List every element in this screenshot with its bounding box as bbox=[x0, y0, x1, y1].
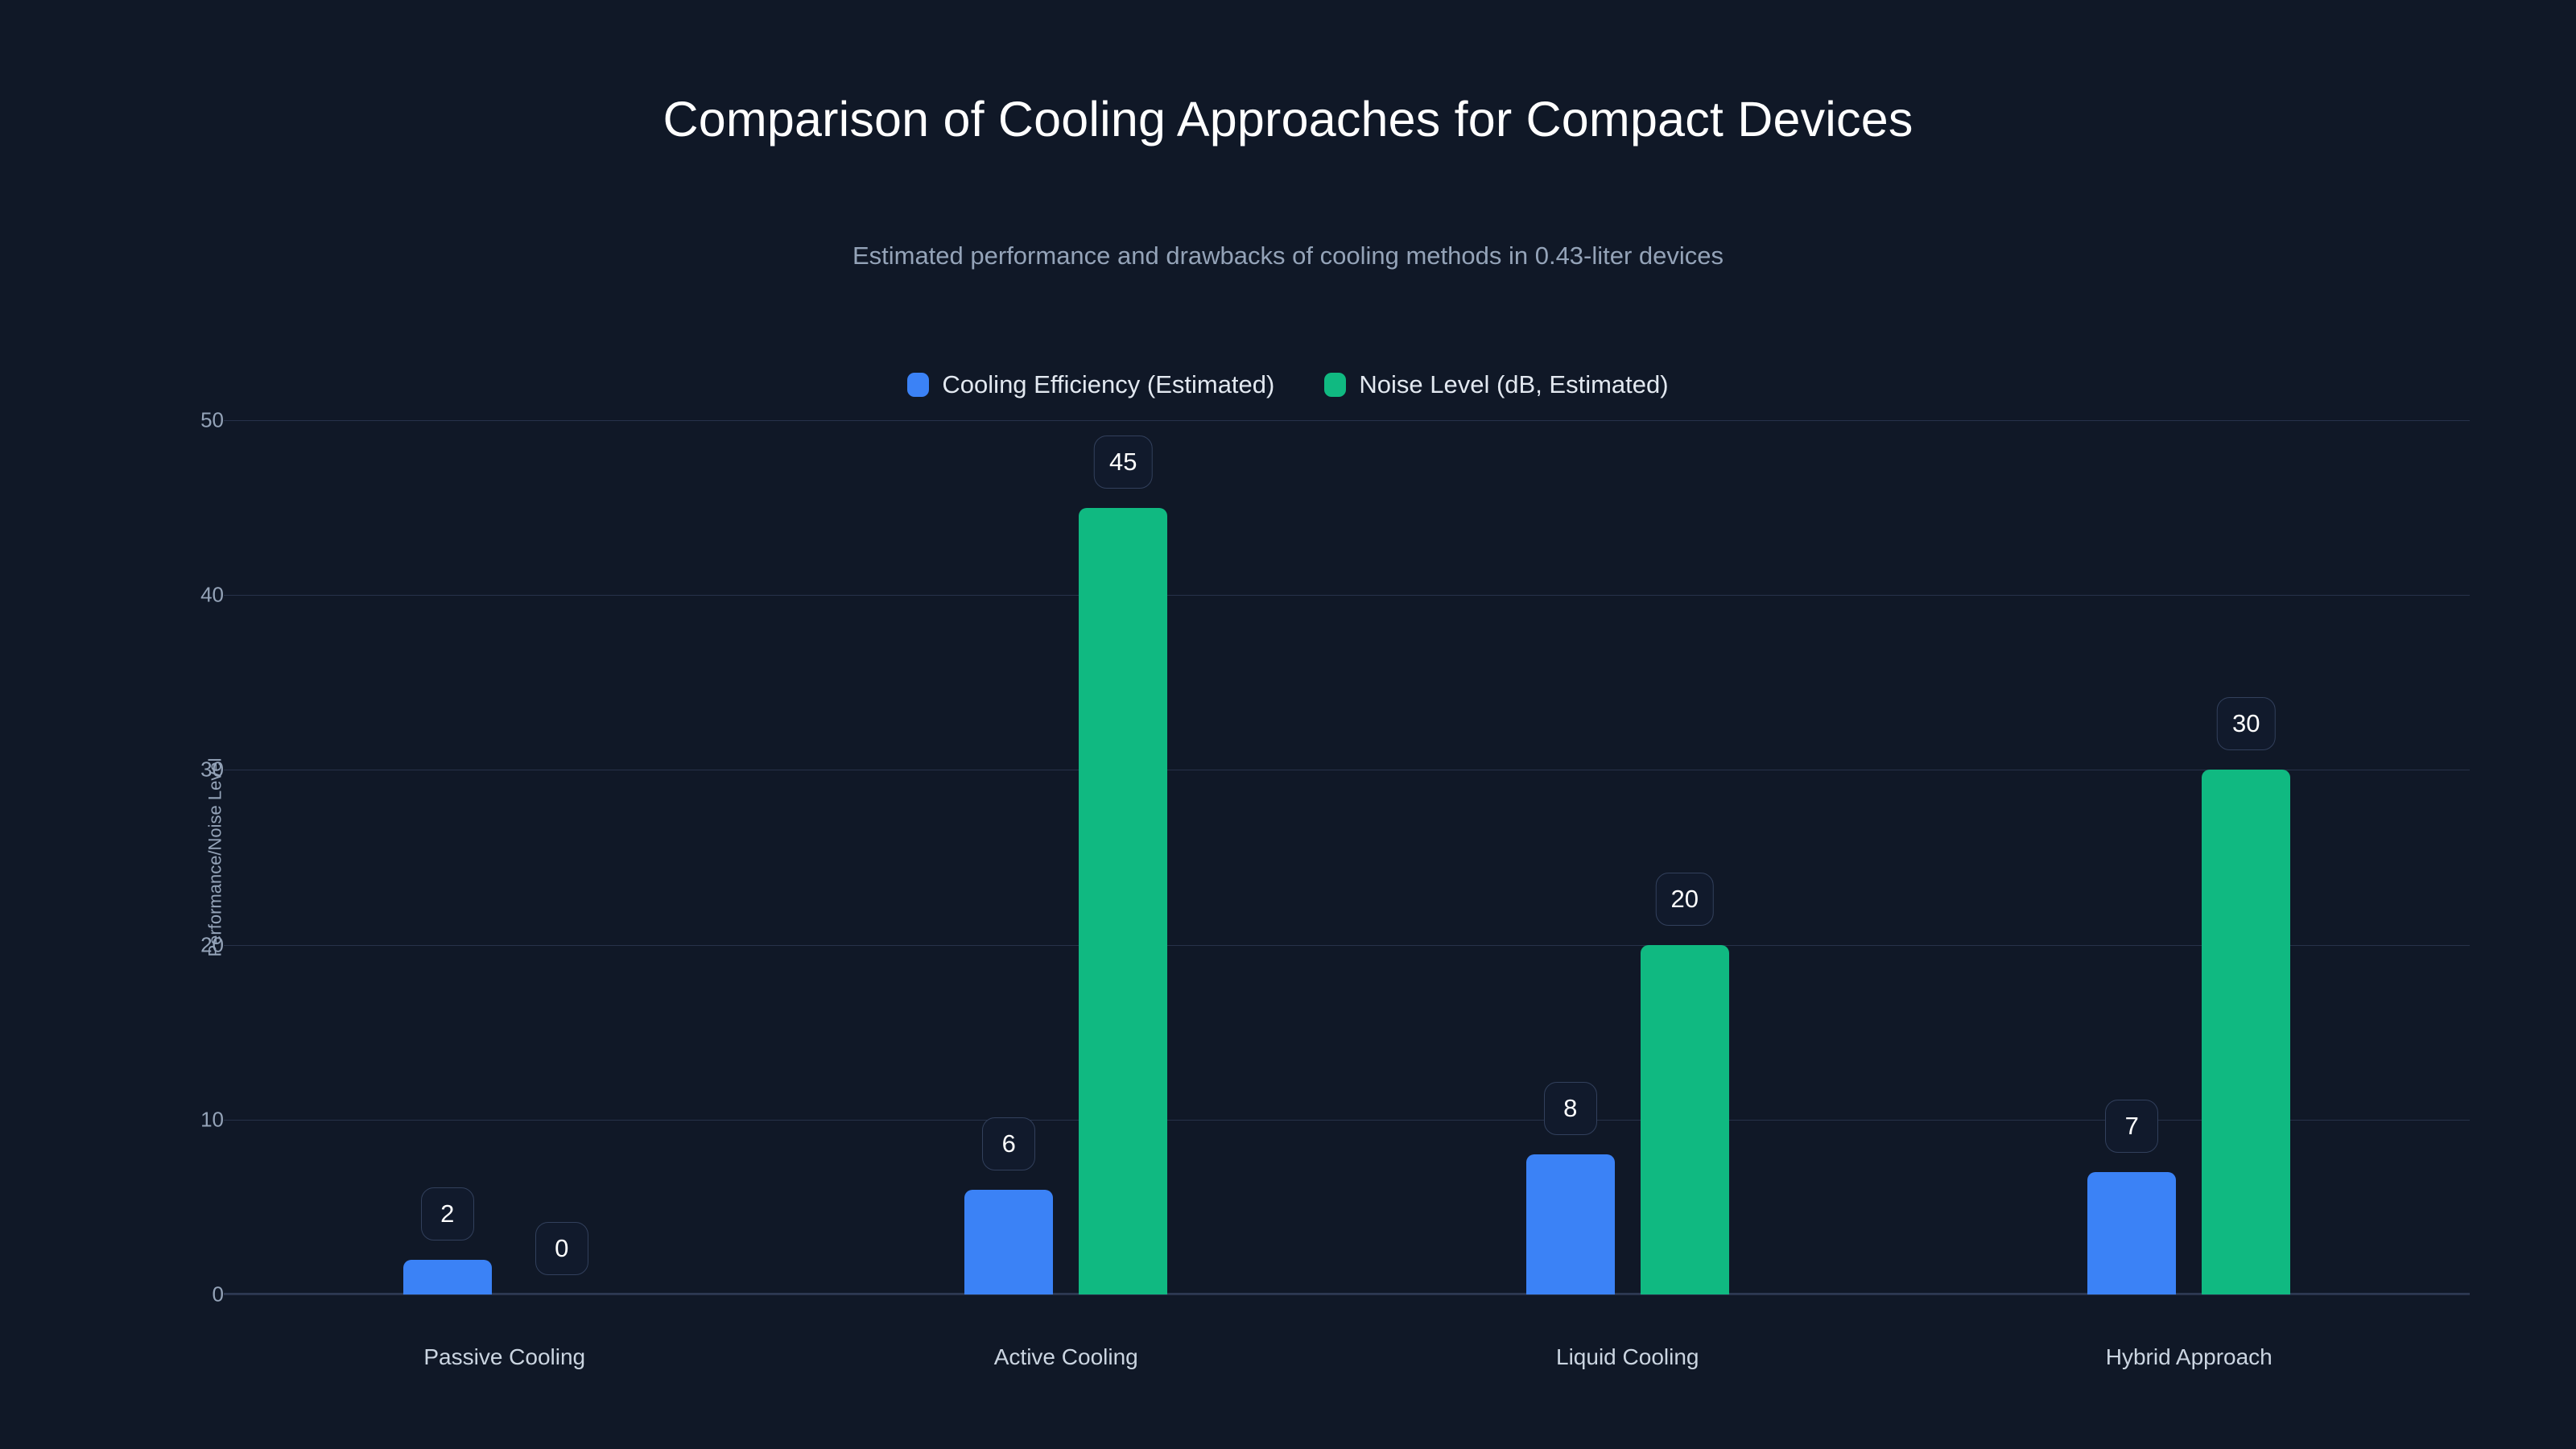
gridline bbox=[224, 1294, 2470, 1295]
y-axis-tick-label: 10 bbox=[200, 1107, 224, 1132]
bar[interactable] bbox=[1640, 944, 1729, 1294]
bar-value-label: 20 bbox=[1655, 872, 1714, 926]
bar[interactable] bbox=[2087, 1171, 2177, 1294]
bar-value-label: 2 bbox=[420, 1187, 474, 1241]
y-axis-title: Performance/Noise Level bbox=[204, 758, 225, 957]
y-axis-tick-label: 50 bbox=[200, 407, 224, 432]
legend-item-noise-level[interactable]: Noise Level (dB, Estimated) bbox=[1324, 370, 1669, 398]
legend-item-label: Cooling Efficiency (Estimated) bbox=[942, 370, 1275, 398]
bar-value-label: 30 bbox=[2217, 697, 2276, 751]
gridline bbox=[224, 944, 2470, 946]
bar[interactable] bbox=[2202, 770, 2291, 1294]
gridline bbox=[224, 595, 2470, 597]
chart-subtitle: Estimated performance and drawbacks of c… bbox=[852, 242, 1724, 270]
bar-value-label: 6 bbox=[982, 1117, 1036, 1170]
bar[interactable] bbox=[402, 1259, 492, 1294]
bar-value-label: 45 bbox=[1094, 435, 1153, 489]
bar[interactable] bbox=[1079, 507, 1168, 1294]
x-axis-tick-label: Active Cooling bbox=[993, 1344, 1138, 1369]
legend-swatch-icon bbox=[1324, 372, 1347, 397]
y-axis-tick-label: 0 bbox=[212, 1282, 224, 1307]
x-axis-tick-label: Passive Cooling bbox=[423, 1344, 586, 1369]
bar-value-label: 8 bbox=[1543, 1082, 1597, 1136]
x-axis-tick-label: Liquid Cooling bbox=[1556, 1344, 1699, 1369]
y-axis-tick-label: 40 bbox=[200, 582, 224, 607]
bar-value-label: 7 bbox=[2105, 1099, 2159, 1153]
x-axis-baseline bbox=[224, 1293, 2470, 1294]
x-axis-tick-label: Hybrid Approach bbox=[2105, 1344, 2273, 1369]
bar-value-label: 0 bbox=[535, 1222, 588, 1275]
legend-item-cooling-efficiency[interactable]: Cooling Efficiency (Estimated) bbox=[907, 372, 1274, 397]
chart-legend: Cooling Efficiency (Estimated) Noise Lev… bbox=[0, 372, 2576, 397]
y-axis-tick-label: 30 bbox=[200, 757, 224, 782]
gridline bbox=[224, 1119, 2470, 1121]
chart-title: Comparison of Cooling Approaches for Com… bbox=[663, 92, 1913, 147]
legend-swatch-icon bbox=[907, 372, 930, 397]
gridline bbox=[224, 420, 2470, 421]
bar[interactable] bbox=[964, 1189, 1054, 1294]
y-axis-tick-label: 20 bbox=[200, 932, 224, 957]
bar[interactable] bbox=[1525, 1154, 1615, 1294]
legend-item-label: Noise Level (dB, Estimated) bbox=[1359, 370, 1669, 398]
